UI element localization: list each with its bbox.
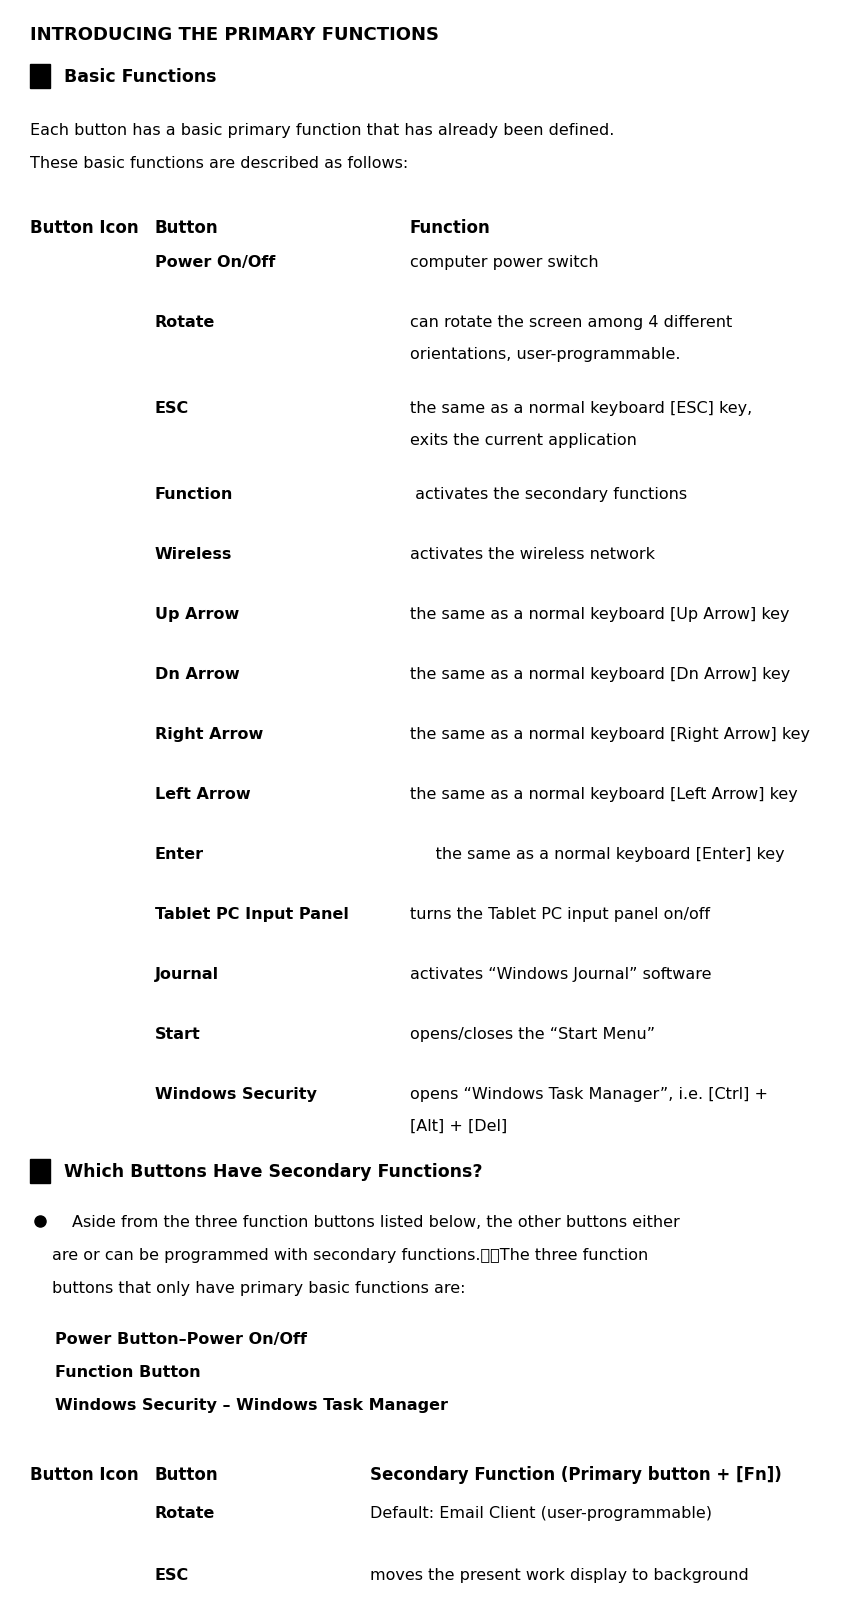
Text: Button Icon: Button Icon	[30, 219, 138, 237]
Text: Secondary Function (Primary button + [Fn]): Secondary Function (Primary button + [Fn…	[370, 1465, 782, 1485]
Text: Button: Button	[155, 1465, 219, 1485]
Text: Left Arrow: Left Arrow	[155, 786, 251, 802]
Text: moves the present work display to background: moves the present work display to backgr…	[370, 1568, 749, 1584]
Text: INTRODUCING THE PRIMARY FUNCTIONS: INTRODUCING THE PRIMARY FUNCTIONS	[30, 26, 439, 45]
Text: buttons that only have primary basic functions are:: buttons that only have primary basic fun…	[52, 1282, 465, 1296]
Text: Basic Functions: Basic Functions	[64, 69, 216, 86]
Text: Windows Security – Windows Task Manager: Windows Security – Windows Task Manager	[55, 1398, 448, 1413]
Text: Windows Security: Windows Security	[155, 1087, 317, 1103]
Text: Power Button–Power On/Off: Power Button–Power On/Off	[55, 1333, 307, 1347]
Text: activates the wireless network: activates the wireless network	[410, 547, 655, 562]
Text: Function Button: Function Button	[55, 1365, 201, 1381]
Text: These basic functions are described as follows:: These basic functions are described as f…	[30, 157, 408, 171]
Text: Each button has a basic primary function that has already been defined.: Each button has a basic primary function…	[30, 123, 614, 137]
Text: Enter: Enter	[155, 847, 204, 861]
Text: Which Buttons Have Secondary Functions?: Which Buttons Have Secondary Functions?	[64, 1163, 483, 1181]
Text: Button: Button	[155, 219, 219, 237]
Text: Button Icon: Button Icon	[30, 1465, 138, 1485]
Text: can rotate the screen among 4 different: can rotate the screen among 4 different	[410, 315, 733, 331]
Text: turns the Tablet PC input panel on/off: turns the Tablet PC input panel on/off	[410, 908, 710, 922]
Text: Rotate: Rotate	[155, 315, 215, 331]
Text: Rotate: Rotate	[155, 1505, 215, 1521]
Text: Journal: Journal	[155, 967, 219, 983]
Text: Wireless: Wireless	[155, 547, 233, 562]
Text: the same as a normal keyboard [Enter] key: the same as a normal keyboard [Enter] ke…	[410, 847, 785, 861]
Bar	[30, 64, 50, 88]
Text: opens “Windows Task Manager”, i.e. [Ctrl] +: opens “Windows Task Manager”, i.e. [Ctrl…	[410, 1087, 768, 1103]
Text: Function: Function	[155, 487, 234, 502]
Text: ESC: ESC	[155, 1568, 189, 1584]
Text: Dn Arrow: Dn Arrow	[155, 666, 240, 682]
Text: ESC: ESC	[155, 401, 189, 415]
Text: opens/closes the “Start Menu”: opens/closes the “Start Menu”	[410, 1028, 655, 1042]
Text: Power On/Off: Power On/Off	[155, 256, 275, 270]
Text: Aside from the three function buttons listed below, the other buttons either: Aside from the three function buttons li…	[72, 1214, 680, 1230]
Text: [Alt] + [Del]: [Alt] + [Del]	[410, 1119, 507, 1135]
Text: the same as a normal keyboard [Up Arrow] key: the same as a normal keyboard [Up Arrow]…	[410, 607, 790, 622]
Text: Start: Start	[155, 1028, 201, 1042]
Text: Right Arrow: Right Arrow	[155, 727, 263, 741]
Text: orientations, user-programmable.: orientations, user-programmable.	[410, 347, 681, 363]
Text: the same as a normal keyboard [Right Arrow] key: the same as a normal keyboard [Right Arr…	[410, 727, 810, 741]
Text: the same as a normal keyboard [ESC] key,: the same as a normal keyboard [ESC] key,	[410, 401, 753, 415]
Text: the same as a normal keyboard [Dn Arrow] key: the same as a normal keyboard [Dn Arrow]…	[410, 666, 791, 682]
Text: Default: Email Client (user-programmable): Default: Email Client (user-programmable…	[370, 1505, 712, 1521]
Text: Tablet PC Input Panel: Tablet PC Input Panel	[155, 908, 349, 922]
Text: exits the current application: exits the current application	[410, 433, 637, 447]
Text: computer power switch: computer power switch	[410, 256, 599, 270]
Text: Function: Function	[410, 219, 490, 237]
Text: Up Arrow: Up Arrow	[155, 607, 240, 622]
Bar	[30, 1159, 50, 1183]
Text: activates “Windows Journal” software: activates “Windows Journal” software	[410, 967, 712, 983]
Text: are or can be programmed with secondary functions.　　The three function: are or can be programmed with secondary …	[52, 1248, 648, 1262]
Text: the same as a normal keyboard [Left Arrow] key: the same as a normal keyboard [Left Arro…	[410, 786, 798, 802]
Text: activates the secondary functions: activates the secondary functions	[410, 487, 687, 502]
